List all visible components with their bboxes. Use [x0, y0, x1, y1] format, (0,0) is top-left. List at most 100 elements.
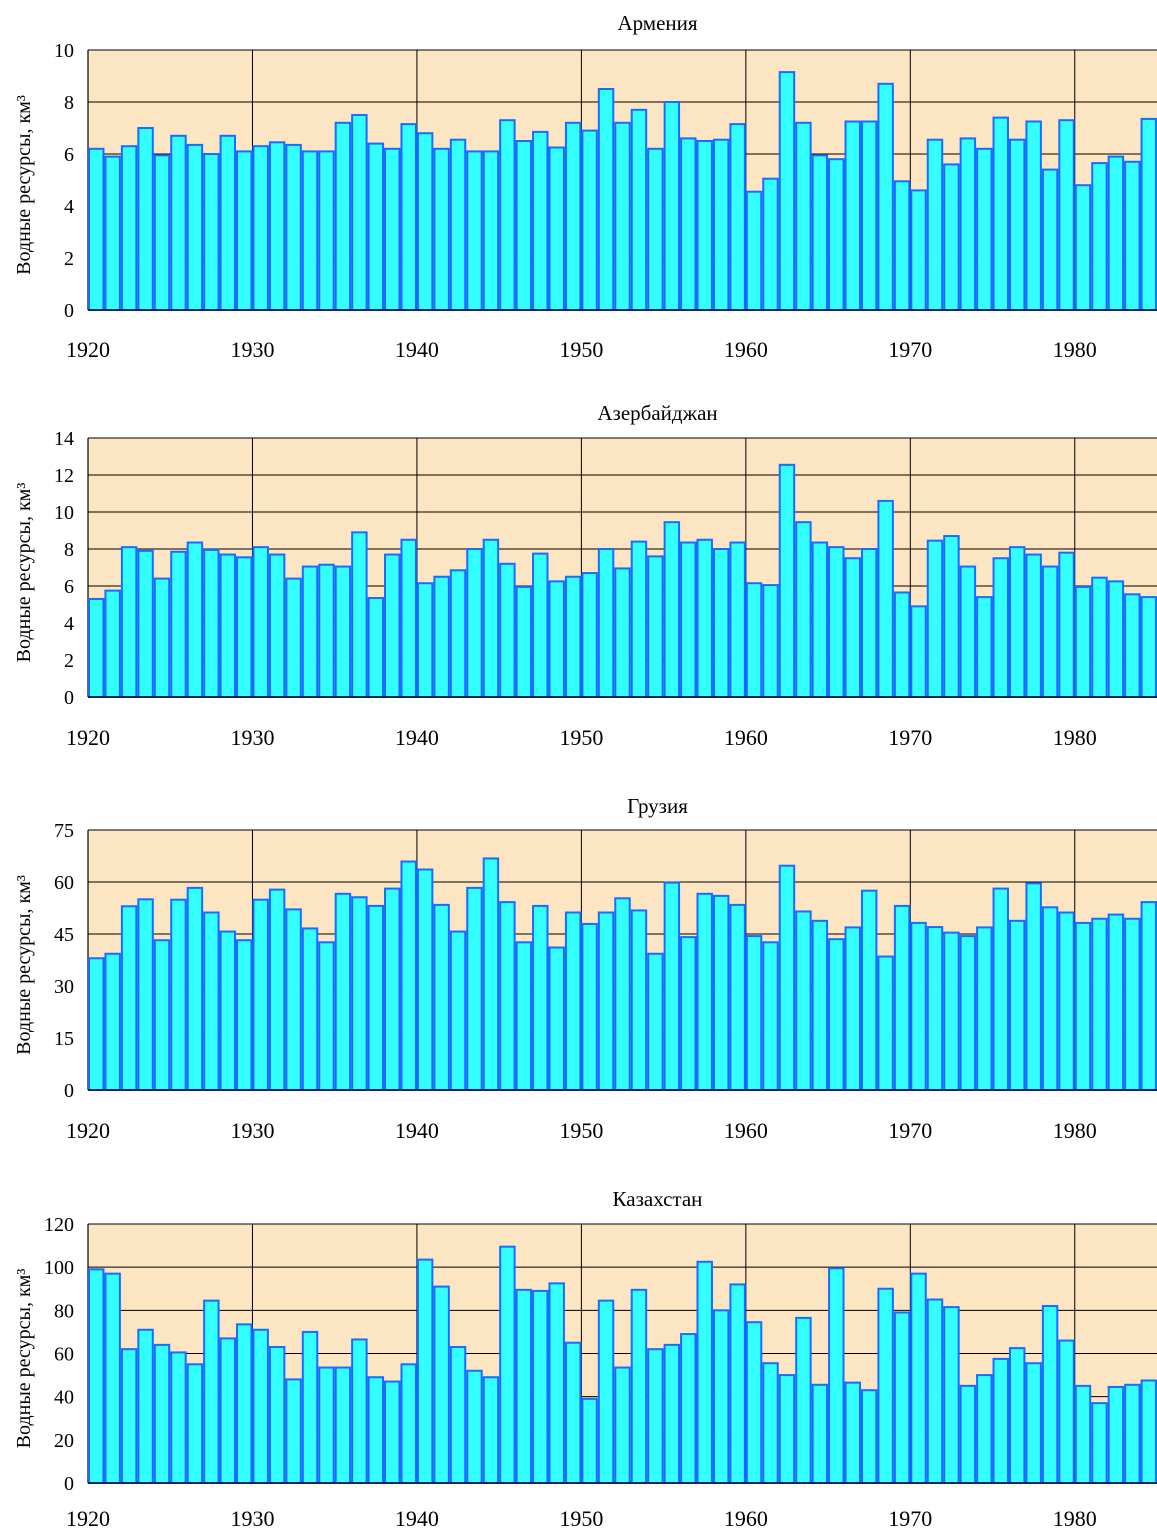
chart-panel-1: 0 2 4 6 8 10 12 14 1920 1930 1940 1950 1960 1970 1980 А… — [13, 401, 1157, 750]
bar-1965 — [811, 1383, 829, 1484]
y-tick-label: 45 — [54, 924, 74, 946]
bar-1941 — [416, 1258, 434, 1485]
bar-1922 — [104, 952, 121, 1092]
bar-1936 — [334, 1366, 352, 1485]
bar-1927 — [186, 886, 204, 1091]
bar-1922 — [104, 155, 121, 311]
bar-1921 — [88, 1268, 105, 1484]
bar-1985 — [1140, 596, 1157, 698]
bar-1935 — [318, 1366, 335, 1485]
bar-1968 — [860, 889, 878, 1092]
bar-1951 — [581, 922, 598, 1091]
bar-1962 — [762, 1362, 779, 1485]
bar-1977 — [1008, 919, 1026, 1091]
bar-1976 — [992, 1357, 1009, 1485]
chart-title: Азербайджан — [597, 401, 717, 425]
bar-1974 — [959, 1384, 977, 1484]
y-tick-label: 100 — [44, 1257, 74, 1279]
y-tick-label: 2 — [64, 248, 74, 270]
bar-1953 — [614, 121, 631, 311]
bar-1938 — [367, 142, 385, 311]
bar-1972 — [926, 926, 944, 1091]
bar-1981 — [1074, 1384, 1092, 1484]
bar-1957 — [680, 1333, 697, 1484]
bar-1969 — [877, 499, 894, 698]
bar-1942 — [433, 147, 450, 311]
x-tick-label: 1960 — [724, 1506, 768, 1531]
bar-1923 — [120, 1348, 138, 1485]
bar-1950 — [564, 575, 582, 698]
bar-1935 — [318, 941, 335, 1091]
bar-1964 — [795, 910, 812, 1092]
bar-1980 — [1058, 1339, 1075, 1485]
bar-1973 — [943, 163, 960, 311]
bar-1938 — [367, 597, 385, 699]
bar-1983 — [1107, 1385, 1125, 1485]
bar-1977 — [1008, 546, 1026, 699]
bar-1965 — [811, 154, 829, 311]
bar-1944 — [466, 150, 483, 311]
x-tick-label: 1940 — [395, 1118, 439, 1143]
bar-1980 — [1058, 551, 1075, 699]
x-tick-label: 1970 — [888, 337, 932, 362]
bar-1984 — [1124, 160, 1141, 311]
bar-1966 — [828, 158, 845, 311]
bar-1924 — [137, 898, 154, 1091]
bar-1960 — [729, 1283, 746, 1485]
bar-1953 — [614, 1366, 631, 1485]
bar-1967 — [844, 1381, 861, 1484]
y-axis-label: Водные ресурсы, км³ — [13, 483, 35, 663]
bar-1975 — [976, 147, 993, 311]
bar-1956 — [663, 881, 681, 1092]
bar-1927 — [186, 143, 204, 311]
bar-1971 — [910, 189, 927, 311]
bar-1980 — [1058, 119, 1075, 311]
bar-1966 — [828, 546, 845, 699]
bar-1968 — [860, 1389, 878, 1484]
x-tick-label: 1930 — [230, 725, 274, 750]
y-tick-label: 14 — [54, 428, 74, 450]
bar-1974 — [959, 565, 977, 699]
bar-1946 — [499, 562, 516, 698]
bar-1933 — [285, 1378, 302, 1485]
y-tick-label: 6 — [64, 144, 74, 166]
bar-1978 — [1025, 120, 1042, 311]
bar-1965 — [811, 541, 829, 699]
x-tick-label: 1980 — [1053, 1506, 1097, 1531]
bar-1946 — [499, 119, 516, 311]
bar-1935 — [318, 150, 335, 311]
chart-panel-0: 0 2 4 6 8 10 1920 1930 1940 1950 1960 1970 1980 Армен… — [13, 11, 1157, 362]
bar-1983 — [1107, 580, 1125, 698]
y-tick-label: 15 — [54, 1028, 74, 1050]
x-tick-label: 1940 — [395, 725, 439, 750]
bar-1976 — [992, 557, 1009, 698]
bar-1982 — [1091, 917, 1108, 1091]
y-tick-label: 20 — [54, 1430, 74, 1452]
y-tick-label: 120 — [44, 1214, 74, 1236]
bar-1965 — [811, 919, 829, 1091]
bar-1945 — [482, 150, 500, 311]
bar-1972 — [926, 539, 944, 698]
bar-1940 — [400, 538, 417, 698]
bar-1947 — [515, 941, 533, 1091]
bar-1957 — [680, 936, 697, 1091]
bar-1973 — [943, 931, 960, 1092]
bar-1936 — [334, 121, 352, 311]
bar-1979 — [1041, 906, 1059, 1091]
y-tick-label: 0 — [64, 687, 74, 709]
bar-1969 — [877, 1287, 894, 1484]
bar-1948 — [532, 130, 549, 311]
x-tick-label: 1970 — [888, 725, 932, 750]
bar-1928 — [203, 911, 220, 1091]
bar-1979 — [1041, 168, 1059, 311]
bar-1974 — [959, 137, 977, 311]
bar-1982 — [1091, 576, 1108, 698]
bar-1977 — [1008, 1347, 1026, 1484]
bar-1945 — [482, 538, 500, 698]
bar-1926 — [170, 134, 187, 311]
x-tick-label: 1960 — [724, 337, 768, 362]
bar-1977 — [1008, 138, 1026, 311]
bar-1937 — [351, 896, 368, 1092]
